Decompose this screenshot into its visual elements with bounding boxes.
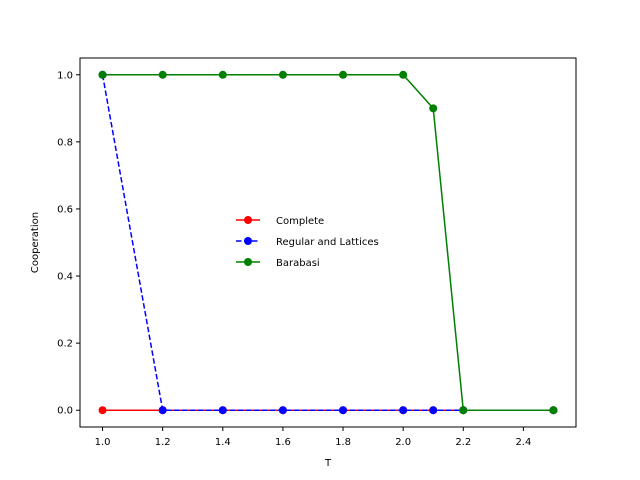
data-point-regular-and-lattices [158, 406, 167, 415]
data-point-barabasi [549, 406, 558, 415]
legend: Complete Regular and Lattices Barabasi [236, 216, 379, 269]
y-tick-label: 0.2 [57, 339, 73, 350]
legend-item: Regular and Lattices [236, 237, 379, 248]
data-point-barabasi [278, 70, 287, 79]
data-point-regular-and-lattices [218, 406, 227, 415]
data-point-barabasi [98, 70, 107, 79]
data-point-regular-and-lattices [399, 406, 408, 415]
axis-ticks: 1.0 1.2 1.4 1.6 1.8 2.0 2.2 2.4 0.0 0.2 0.4 0.6 0.8 1… [57, 70, 531, 448]
y-tick-label: 0.4 [57, 272, 73, 283]
data-point-regular-and-lattices [339, 406, 348, 415]
data-point-barabasi [459, 406, 468, 415]
y-axis-label: Cooperation [30, 212, 41, 273]
x-axis-label: T [324, 458, 332, 469]
x-tick-label: 1.6 [275, 437, 291, 448]
legend-marker [244, 258, 252, 266]
legend-label: Barabasi [276, 258, 320, 269]
y-tick-label: 1.0 [57, 70, 73, 81]
x-tick-label: 1.4 [215, 437, 231, 448]
data-point-regular-and-lattices [429, 406, 438, 415]
x-tick-label: 1.0 [95, 437, 111, 448]
data-point-barabasi [429, 104, 438, 113]
y-tick-label: 0.0 [57, 406, 73, 417]
data-point-complete [98, 406, 107, 415]
legend-item: Barabasi [236, 258, 320, 269]
plot-area [98, 70, 558, 415]
data-point-regular-and-lattices [278, 406, 287, 415]
y-tick-label: 0.8 [57, 137, 73, 148]
legend-marker [244, 216, 252, 224]
series-barabasi [98, 70, 558, 415]
x-tick-label: 2.4 [515, 437, 531, 448]
axes-frame [79, 57, 577, 428]
legend-label: Regular and Lattices [276, 237, 379, 248]
legend-item: Complete [236, 216, 324, 227]
data-point-barabasi [158, 70, 167, 79]
data-point-barabasi [399, 70, 408, 79]
legend-label: Complete [276, 216, 324, 227]
data-point-barabasi [218, 70, 227, 79]
data-point-barabasi [339, 70, 348, 79]
x-tick-label: 1.8 [335, 437, 351, 448]
legend-marker [244, 237, 252, 245]
x-tick-label: 1.2 [155, 437, 171, 448]
x-tick-label: 2.2 [455, 437, 471, 448]
y-tick-label: 0.6 [57, 204, 73, 215]
x-tick-label: 2.0 [395, 437, 411, 448]
